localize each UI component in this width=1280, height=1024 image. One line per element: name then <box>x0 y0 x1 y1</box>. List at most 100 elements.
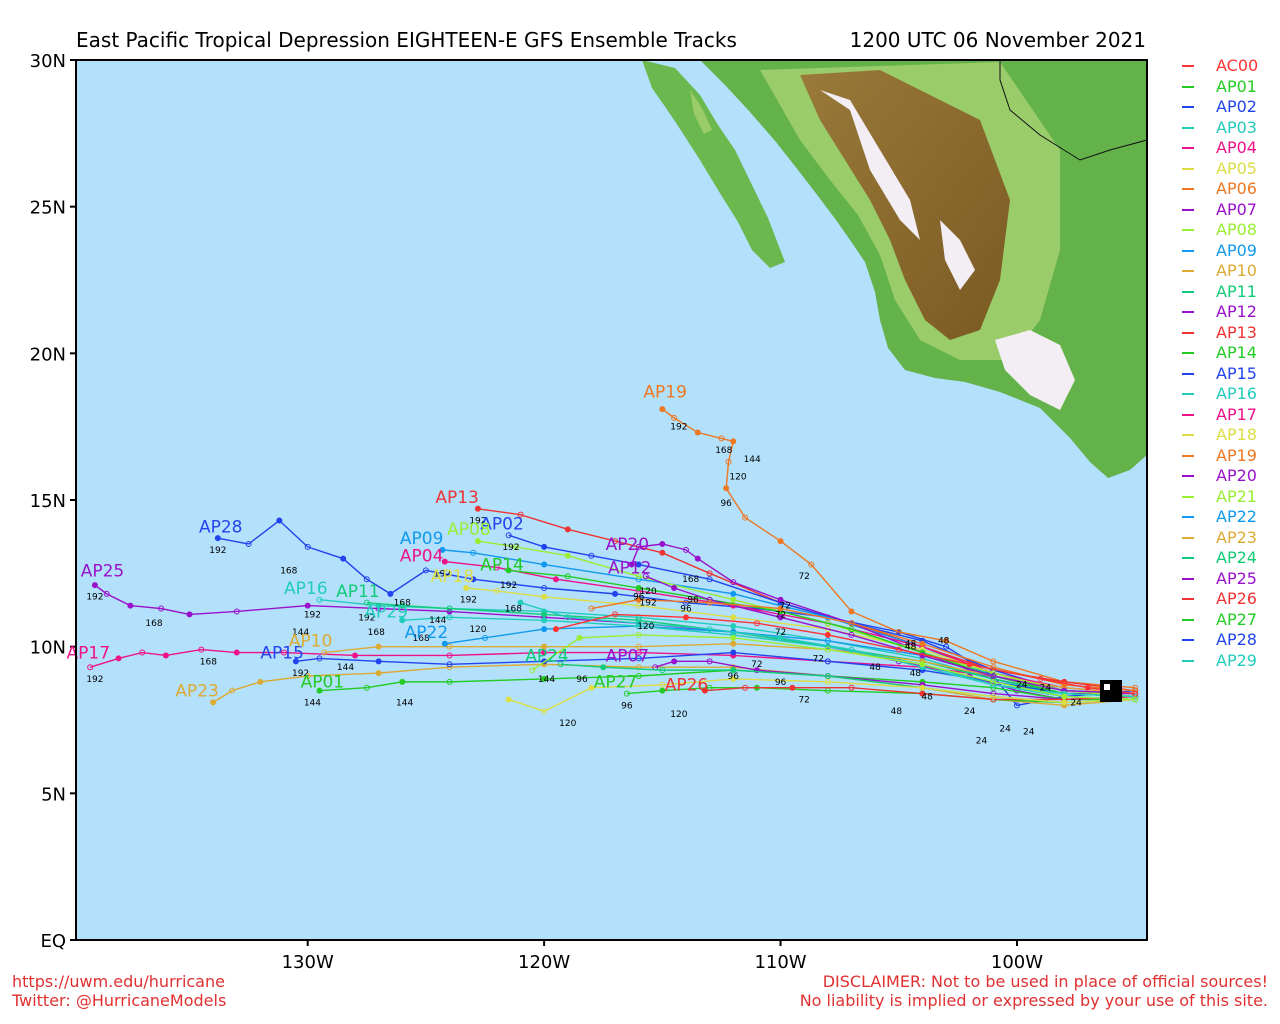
legend-swatch <box>1182 352 1194 354</box>
track-point <box>824 673 831 679</box>
track-point <box>541 626 548 633</box>
track-point <box>493 587 500 594</box>
forecast-hour-label: 48 <box>891 707 903 717</box>
forecast-hour-label: 192 <box>209 546 226 556</box>
track-point <box>694 555 701 562</box>
track-point <box>229 687 236 694</box>
track-point <box>635 561 642 568</box>
border-line <box>999 60 1147 161</box>
legend-swatch <box>1182 577 1194 580</box>
track-point <box>730 675 737 682</box>
track-point <box>276 517 283 524</box>
track-point <box>730 614 737 621</box>
track-point <box>706 658 713 665</box>
track-point <box>541 593 548 600</box>
track-ap19 <box>661 408 1136 689</box>
lat-tick-label: 10N <box>30 638 66 659</box>
track-point <box>375 643 382 650</box>
track-point <box>375 670 382 677</box>
track-point <box>470 549 477 556</box>
track-point <box>848 646 855 653</box>
track-point <box>541 561 548 568</box>
legend-swatch <box>1182 65 1194 67</box>
lon-tick-label: 120W <box>518 952 570 973</box>
forecast-hour-label: 72 <box>775 610 786 620</box>
track-point <box>824 678 831 685</box>
track-label-ap22: AP22 <box>405 623 449 643</box>
track-point <box>789 684 796 691</box>
track-point <box>541 643 548 650</box>
track-point <box>439 546 446 553</box>
forecast-hour-label: 48 <box>905 643 917 653</box>
legend-item-ap07: AP07 <box>1178 200 1278 221</box>
track-point <box>623 690 630 697</box>
legend-label: AP02 <box>1216 97 1257 116</box>
track-point <box>682 599 689 606</box>
lat-tick-label: 25N <box>30 198 66 219</box>
forecast-hour-label: 168 <box>505 604 522 614</box>
forecast-hour-label: 24 <box>976 736 988 746</box>
forecast-hour-label: 192 <box>304 610 321 620</box>
track-point <box>919 684 926 691</box>
legend-label: AP11 <box>1216 281 1257 301</box>
track-point <box>848 608 855 615</box>
lon-tick-label: 100W <box>991 952 1043 973</box>
legend-label: AP03 <box>1216 117 1257 137</box>
forecast-hour-label: 192 <box>358 613 375 623</box>
track-point <box>316 596 323 603</box>
track-point <box>682 546 689 553</box>
lat-tick-label: 20N <box>30 344 66 365</box>
legend-item-ap28: AP28 <box>1178 630 1278 651</box>
legend-swatch <box>1182 618 1194 621</box>
track-point <box>671 585 678 591</box>
legend-label: AC00 <box>1216 56 1259 75</box>
track-point <box>635 673 642 679</box>
track-label-ap19: AP19 <box>643 382 687 402</box>
track-point <box>474 538 481 545</box>
track-ap12 <box>645 575 1136 695</box>
track-point <box>1061 693 1068 700</box>
track-point <box>588 552 595 559</box>
track-label-ap26: AP26 <box>665 676 709 696</box>
track-point <box>91 582 98 589</box>
lat-tick-label: EQ <box>40 931 66 952</box>
forecast-hour-label: 96 <box>775 678 787 688</box>
forecast-hour-label: 72 <box>798 695 809 705</box>
map-title: East Pacific Tropical Depression EIGHTEE… <box>76 28 737 52</box>
legend-item-ap21: AP21 <box>1178 487 1278 508</box>
track-point <box>753 620 760 627</box>
legend-swatch <box>1182 167 1194 170</box>
track-point <box>281 649 288 656</box>
track-point <box>808 561 815 568</box>
forecast-hour-label: 168 <box>145 619 162 629</box>
track-point <box>730 438 737 445</box>
track-point <box>635 649 642 656</box>
track-point <box>505 696 512 703</box>
legend-item-ap06: AP06 <box>1178 179 1278 200</box>
forecast-hour-label: 144 <box>744 455 761 465</box>
legend-label: AP09 <box>1216 240 1257 260</box>
track-point <box>564 614 571 621</box>
track-point <box>919 690 926 697</box>
track-point <box>564 573 571 580</box>
footer-url[interactable]: https://uwm.edu/hurricane <box>12 972 225 991</box>
legend-item-ap18: AP18 <box>1178 425 1278 446</box>
legend-swatch <box>1182 413 1194 416</box>
lat-tick-label: 5N <box>41 784 66 805</box>
track-point <box>363 684 370 691</box>
track-point <box>777 605 784 612</box>
forecast-hour-label: 120 <box>729 472 746 482</box>
track-ap05 <box>508 678 1136 712</box>
legend-swatch <box>1182 126 1194 129</box>
track-point <box>588 605 595 612</box>
track-point <box>158 605 165 612</box>
track-point <box>966 661 973 668</box>
legend-item-ap20: AP20 <box>1178 466 1278 487</box>
legend-label: AP24 <box>1216 548 1257 567</box>
forecast-hour-label: 24 <box>1040 684 1052 694</box>
map-timestamp: 1200 UTC 06 November 2021 <box>849 28 1146 52</box>
legend-swatch <box>1182 516 1194 518</box>
track-point <box>642 573 649 580</box>
legend-item-ap01: AP01 <box>1178 77 1278 98</box>
track-label-ap17: AP17 <box>67 643 111 663</box>
